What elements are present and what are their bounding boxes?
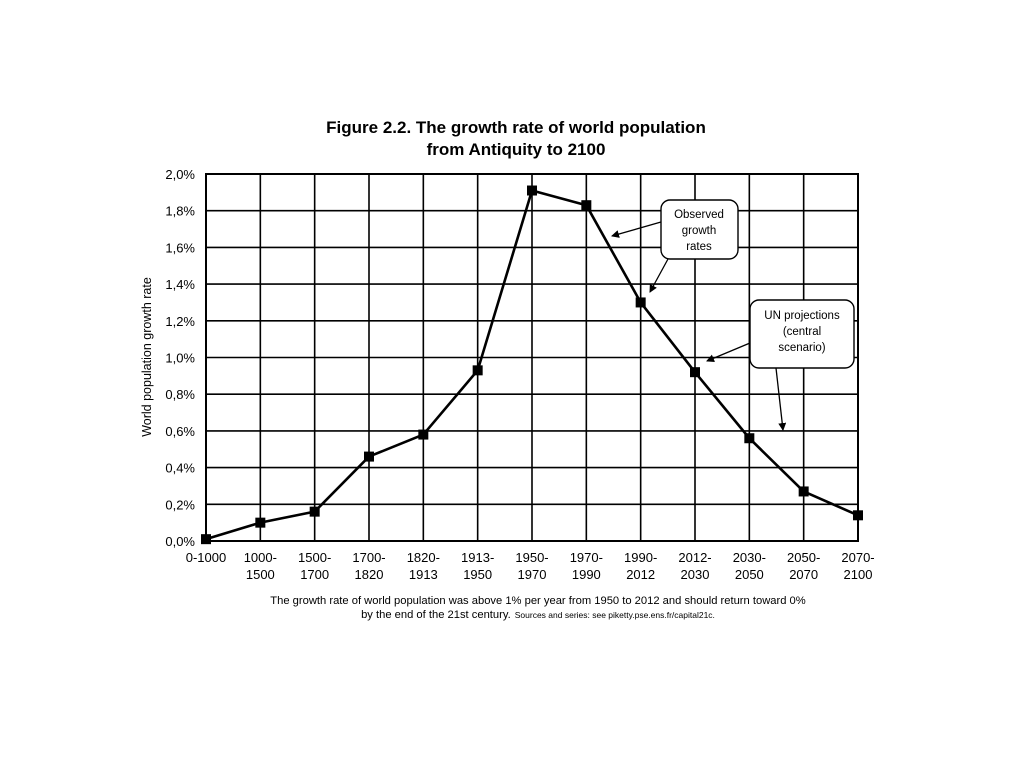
y-tick-label: 0,6%	[165, 424, 195, 439]
caption-line-2: by the end of the 21st century. Sources a…	[361, 609, 715, 621]
caption-sources: Sources and series: see piketty.pse.ens.…	[515, 610, 715, 620]
x-tick-label: 1000- 1500	[244, 550, 277, 582]
x-tick-label-line: 1990-	[624, 550, 657, 565]
annotation-box	[749, 299, 855, 369]
annotation-text-line: UN projections	[764, 310, 840, 322]
caption-line-1: The growth rate of world population was …	[270, 595, 806, 607]
x-tick-label-line: 2050	[735, 567, 764, 582]
x-tick-label: 1700- 1820	[352, 550, 385, 582]
x-tick-label: 1990- 2012	[624, 550, 657, 582]
y-tick-label: 1,4%	[165, 277, 195, 292]
data-point	[364, 451, 374, 462]
data-point	[690, 367, 700, 378]
x-tick-label-line: 1950	[463, 567, 492, 582]
x-tick-label-line: 1000-	[244, 550, 277, 565]
plot-frame	[205, 173, 859, 542]
y-tick-label: 0,8%	[165, 387, 195, 402]
x-tick-label-line: 2070-	[841, 550, 874, 565]
annotation-arrow	[775, 367, 787, 431]
annotation-arrow	[611, 221, 662, 238]
y-axis-label: World population growth rate	[140, 277, 154, 437]
x-tick-label-line: 2030	[681, 567, 710, 582]
x-tick-label-line: 1950-	[515, 550, 548, 565]
x-tick-label: 2050- 2070	[787, 550, 820, 582]
x-tick-label-line: 1500	[246, 567, 275, 582]
x-tick-label-line: 2050-	[787, 550, 820, 565]
x-tick-label: 1500- 1700	[298, 550, 331, 582]
y-tick-label: 1,6%	[165, 240, 195, 255]
x-tick-label-line: 2100	[844, 567, 873, 582]
y-tick-label: 1,2%	[165, 314, 195, 329]
x-tick-label-line: 2012-	[678, 550, 711, 565]
data-point	[744, 433, 755, 444]
grid	[205, 173, 859, 542]
annotation-text: UN projections (central scenario)	[764, 310, 840, 354]
y-tick-labels: 0,0% 0,2% 0,4% 0,6% 0,8% 1,0% 1,2% 1,4% 1,6% 1,8%…	[165, 167, 195, 549]
y-tick-label: 2,0%	[165, 167, 195, 182]
annotation-text: Observed growth rates	[674, 209, 724, 253]
y-tick-label: 1,0%	[165, 351, 195, 366]
data-point	[527, 185, 537, 196]
annotation-arrow	[706, 342, 751, 362]
x-tick-label-line: 0-1000	[186, 550, 226, 565]
x-tick-label-line: 1500-	[298, 550, 331, 565]
y-tick-label: 0,0%	[165, 534, 195, 549]
x-tick-label-line: 1820	[355, 567, 384, 582]
x-tick-label-line: 2070	[789, 567, 818, 582]
data-point	[201, 534, 211, 545]
data-point	[853, 510, 863, 521]
data-point	[635, 297, 646, 308]
x-tick-label-line: 1700	[300, 567, 329, 582]
x-tick-label-line: 1913	[409, 567, 438, 582]
annotation-text-line: (central	[783, 326, 821, 338]
annotation-un: UN projections (central scenario)	[706, 299, 855, 431]
x-tick-label: 0-1000	[186, 550, 226, 565]
annotation-box	[660, 199, 739, 260]
annotation-arrow	[649, 258, 669, 293]
x-tick-labels: 0-1000 1000- 1500 1500- 1700 1700- 1820 1820- 19…	[186, 550, 875, 582]
annotation-text-line: growth	[682, 225, 717, 237]
data-point	[472, 365, 483, 376]
x-tick-label: 1970- 1990	[570, 550, 603, 582]
y-tick-label: 0,4%	[165, 461, 195, 476]
data-point	[418, 429, 429, 440]
x-tick-label: 1950- 1970	[515, 550, 548, 582]
data-point	[309, 506, 320, 517]
caption-line-2-main: by the end of the 21st century.	[361, 609, 511, 621]
x-tick-label-line: 2030-	[733, 550, 766, 565]
annotation-layer: Observed growth rates UN projections (centra…	[611, 199, 855, 431]
x-tick-label: 2012- 2030	[678, 550, 711, 582]
annotation-text-line: scenario)	[778, 342, 825, 354]
x-tick-label: 2030- 2050	[733, 550, 766, 582]
annotation-observed: Observed growth rates	[611, 199, 739, 293]
x-tick-label-line: 1990	[572, 567, 601, 582]
x-tick-label-line: 1913-	[461, 550, 494, 565]
x-tick-label-line: 1700-	[352, 550, 385, 565]
x-tick-label: 1913- 1950	[461, 550, 494, 582]
chart-subtitle: from Antiquity to 2100	[427, 140, 606, 159]
data-point	[255, 517, 266, 528]
y-tick-label: 0,2%	[165, 497, 195, 512]
annotation-text-line: Observed	[674, 209, 724, 221]
data-point	[581, 200, 592, 211]
annotation-text-line: rates	[686, 241, 712, 253]
x-tick-label-line: 1820-	[407, 550, 440, 565]
x-tick-label-line: 2012	[626, 567, 655, 582]
chart-title: Figure 2.2. The growth rate of world pop…	[326, 118, 706, 137]
y-tick-label: 1,8%	[165, 204, 195, 219]
x-tick-label: 2070- 2100	[841, 550, 874, 582]
series-layer	[201, 185, 863, 545]
data-point	[798, 486, 809, 497]
x-tick-label-line: 1970	[518, 567, 547, 582]
x-tick-label: 1820- 1913	[407, 550, 440, 582]
x-tick-label-line: 1970-	[570, 550, 603, 565]
